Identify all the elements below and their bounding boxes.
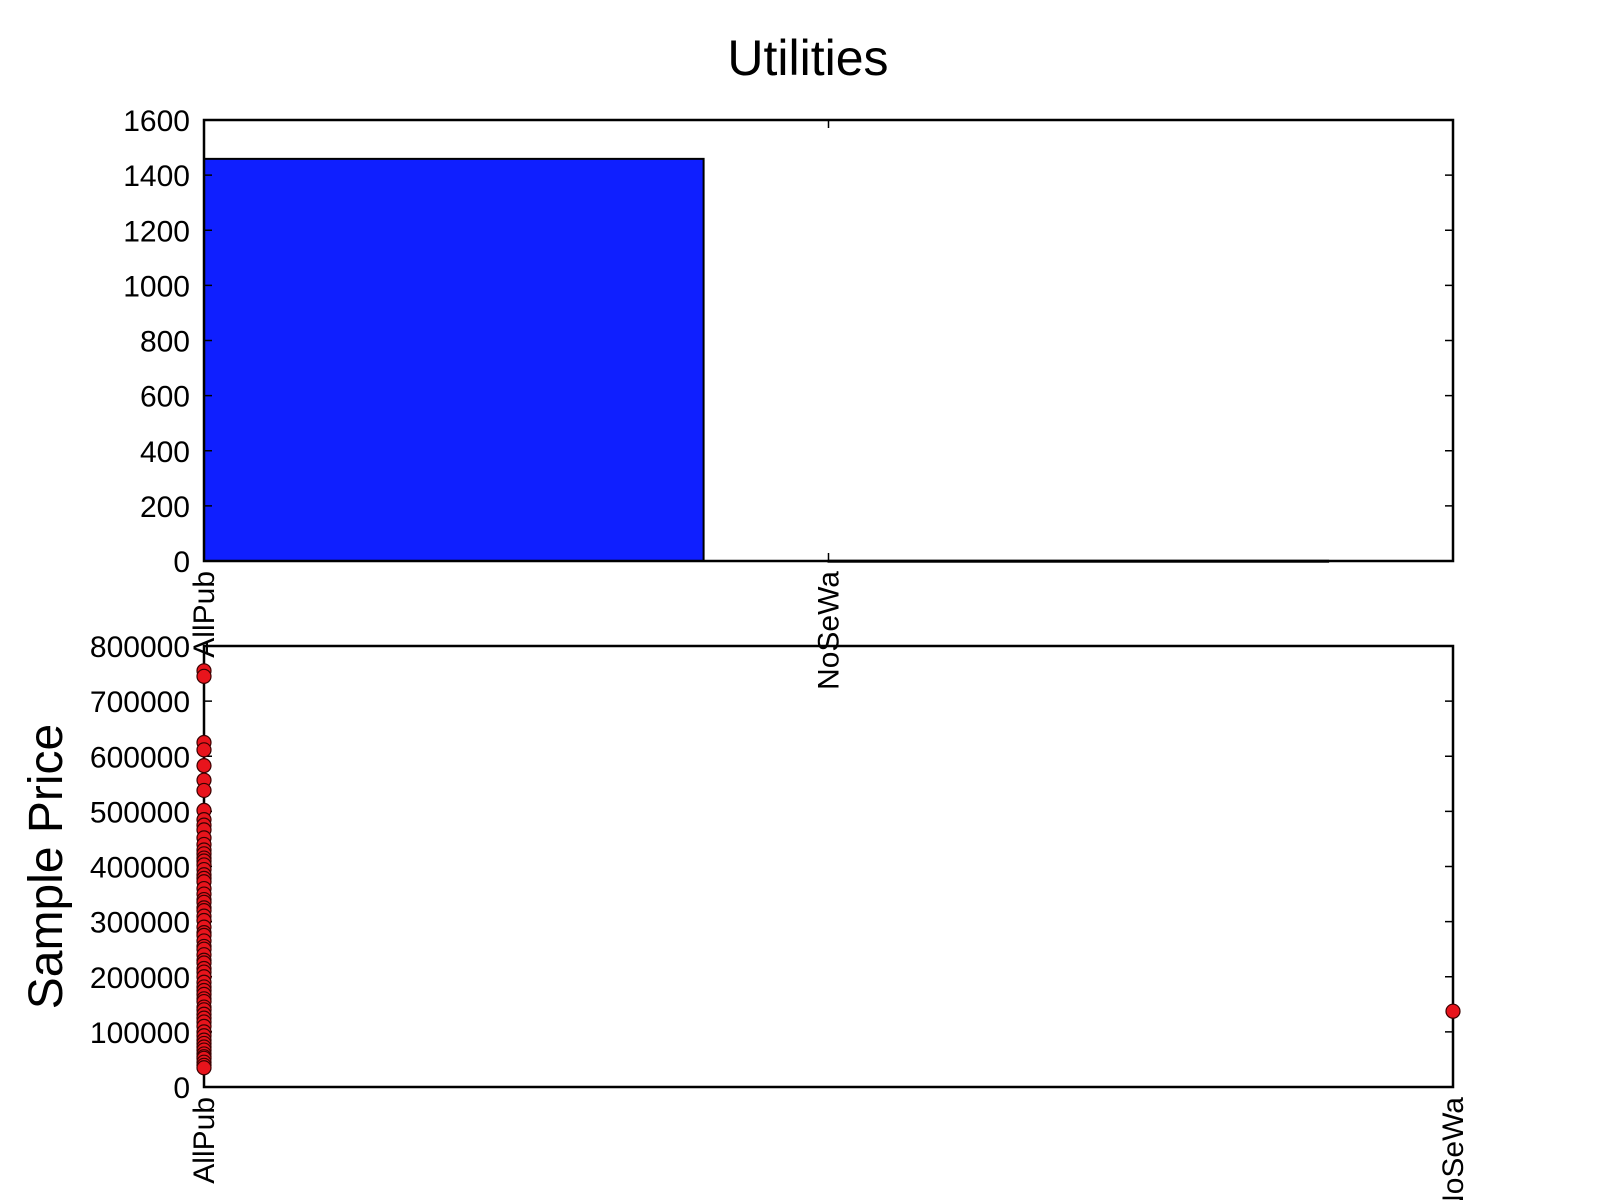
y-tick-label: 400 xyxy=(140,436,190,469)
y-tick-label: 200 xyxy=(140,491,190,524)
chart-title: Utilities xyxy=(727,30,888,86)
y-tick-label: 1600 xyxy=(123,105,190,138)
point-allpub xyxy=(196,1060,212,1076)
x-tick-label-nosewa: NoSeWa xyxy=(813,571,846,690)
y-tick-label: 600000 xyxy=(90,741,190,774)
y-tick-label: 300000 xyxy=(90,907,190,940)
price-scatter-chart: 0 100000 200000 300000 400000 500000 600000 700… xyxy=(20,631,1470,1200)
y-tick-label: 200000 xyxy=(90,962,190,995)
y-tick-label: 100000 xyxy=(90,1017,190,1050)
y-axis-label: Sample Price xyxy=(20,724,73,1009)
y-tick-label: 1400 xyxy=(123,160,190,193)
point-allpub xyxy=(196,782,212,799)
y-tick-label: 1000 xyxy=(123,270,190,303)
count-bar-chart: 0 200 400 600 800 1000 1200 1400 1600 AllPub NoSeW… xyxy=(123,105,1455,690)
point-allpub xyxy=(196,742,212,758)
y-tick-label: 0 xyxy=(173,1072,190,1105)
y-tick-label: 1200 xyxy=(123,215,190,248)
y-tick-label: 800 xyxy=(140,326,190,359)
y-tick-label: 400000 xyxy=(90,852,190,885)
point-nosewa xyxy=(1445,1003,1461,1019)
y-tick-label: 800000 xyxy=(90,631,190,664)
x-tick-label-allpub: AllPub xyxy=(188,1097,221,1184)
point-allpub xyxy=(196,758,212,774)
bar-allpub xyxy=(203,157,705,562)
y-tick-label: 500000 xyxy=(90,796,190,829)
x-tick-label-nosewa: NoSeWa xyxy=(1437,1097,1470,1200)
x-tick-label-allpub: AllPub xyxy=(188,571,221,658)
y-tick-label: 0 xyxy=(173,546,190,579)
y-tick-label: 600 xyxy=(140,381,190,414)
point-allpub xyxy=(196,668,212,684)
plot-frame xyxy=(202,644,1455,1089)
y-tick-label: 700000 xyxy=(90,686,190,719)
